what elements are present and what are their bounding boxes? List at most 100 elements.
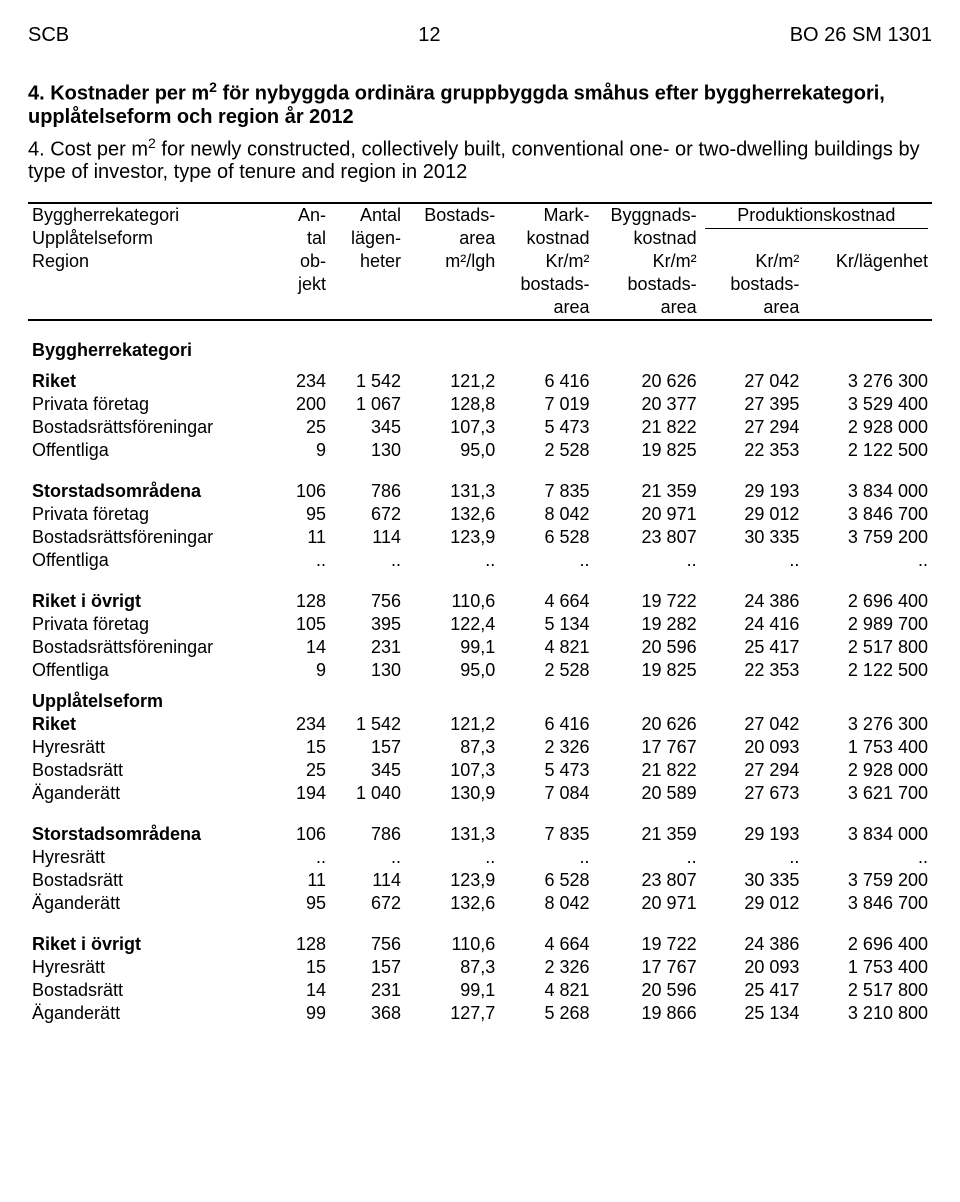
table-cell: 132,6 xyxy=(405,503,499,526)
table-cell: 1 542 xyxy=(330,713,405,736)
hdr2-c1: tal xyxy=(268,227,330,250)
table-cell: 4 664 xyxy=(499,933,593,956)
table-cell: 110,6 xyxy=(405,590,499,613)
table-row-label: Äganderätt xyxy=(28,782,268,805)
table-cell: 19 866 xyxy=(594,1002,701,1025)
table-cell: 106 xyxy=(268,480,330,503)
table-cell: .. xyxy=(268,846,330,869)
table-cell: 27 042 xyxy=(701,370,804,393)
table-cell: 11 xyxy=(268,526,330,549)
table-cell: 157 xyxy=(330,736,405,759)
table-cell: 7 835 xyxy=(499,823,593,846)
group-header: Storstadsområdena xyxy=(28,823,268,846)
table-cell: .. xyxy=(499,846,593,869)
table-cell: 99,1 xyxy=(405,979,499,1002)
table-cell: 6 528 xyxy=(499,526,593,549)
table-cell: 2 517 800 xyxy=(803,979,932,1002)
table-cell: 2 989 700 xyxy=(803,613,932,636)
table-cell: 20 971 xyxy=(594,503,701,526)
table-cell: 29 193 xyxy=(701,480,804,503)
table-row-label: Privata företag xyxy=(28,613,268,636)
table-cell: 14 xyxy=(268,636,330,659)
table-cell: .. xyxy=(594,549,701,572)
hdr3-c5: Kr/m² xyxy=(594,250,701,273)
table-cell: 15 xyxy=(268,956,330,979)
hdr4-c6: bostads- xyxy=(701,273,804,296)
table-cell: 4 664 xyxy=(499,590,593,613)
table-cell: 3 759 200 xyxy=(803,526,932,549)
table-cell: 130 xyxy=(330,439,405,462)
table-cell: 2 528 xyxy=(499,659,593,682)
table-cell: 114 xyxy=(330,526,405,549)
table-cell: 20 596 xyxy=(594,979,701,1002)
table-cell: 345 xyxy=(330,416,405,439)
table-cell: .. xyxy=(701,549,804,572)
table-cell: .. xyxy=(499,549,593,572)
hdr3-c7: Kr/lägenhet xyxy=(803,250,932,273)
table-cell: 231 xyxy=(330,979,405,1002)
table-cell: 22 353 xyxy=(701,659,804,682)
table-cell: 1 040 xyxy=(330,782,405,805)
table-cell: 11 xyxy=(268,869,330,892)
table-cell: 30 335 xyxy=(701,869,804,892)
table-cell: 2 517 800 xyxy=(803,636,932,659)
table-cell: 132,6 xyxy=(405,892,499,915)
data-table: Byggherrekategori An- Antal Bostads- Mar… xyxy=(28,202,932,1025)
table-cell: 5 268 xyxy=(499,1002,593,1025)
table-row-label: Offentliga xyxy=(28,659,268,682)
hdr5-c4: area xyxy=(499,296,593,320)
table-cell: 25 417 xyxy=(701,636,804,659)
hdr3-c0: Region xyxy=(28,250,268,273)
table-cell: 7 084 xyxy=(499,782,593,805)
table-cell: 15 xyxy=(268,736,330,759)
table-cell: 7 835 xyxy=(499,480,593,503)
table-cell: 3 210 800 xyxy=(803,1002,932,1025)
hdr-c0: Byggherrekategori xyxy=(28,203,268,227)
table-cell: 27 042 xyxy=(701,713,804,736)
table-cell: 99,1 xyxy=(405,636,499,659)
table-cell: 128 xyxy=(268,590,330,613)
table-cell: 3 846 700 xyxy=(803,503,932,526)
running-header: SCB 12 BO 26 SM 1301 xyxy=(28,24,932,47)
table-row-label: Bostadsrätt xyxy=(28,979,268,1002)
table-cell: 22 353 xyxy=(701,439,804,462)
table-cell: 786 xyxy=(330,480,405,503)
table-cell: 4 821 xyxy=(499,636,593,659)
table-cell: 5 473 xyxy=(499,416,593,439)
section-upplatelse: Upplåtelseform xyxy=(28,690,932,713)
table-row-label: Äganderätt xyxy=(28,892,268,915)
hdr5-c5: area xyxy=(594,296,701,320)
table-cell: 14 xyxy=(268,979,330,1002)
hdr2-c4: kostnad xyxy=(499,227,593,250)
group-header: Riket xyxy=(28,370,268,393)
hdr3-c1: ob- xyxy=(268,250,330,273)
table-cell: 2 326 xyxy=(499,956,593,979)
table-cell: 234 xyxy=(268,713,330,736)
hdr3-c4: Kr/m² xyxy=(499,250,593,273)
table-cell: 30 335 xyxy=(701,526,804,549)
table-cell: 2 122 500 xyxy=(803,439,932,462)
hdr4-c1: jekt xyxy=(268,273,330,296)
table-cell: 29 012 xyxy=(701,892,804,915)
hdr3-c6: Kr/m² xyxy=(701,250,804,273)
table-cell: 9 xyxy=(268,659,330,682)
group-header: Riket xyxy=(28,713,268,736)
table-cell: 114 xyxy=(330,869,405,892)
table-row-label: Bostadsrätt xyxy=(28,759,268,782)
table-cell: 672 xyxy=(330,892,405,915)
table-cell: 27 673 xyxy=(701,782,804,805)
table-cell: 19 282 xyxy=(594,613,701,636)
hdr4-c5: bostads- xyxy=(594,273,701,296)
table-cell: 123,9 xyxy=(405,526,499,549)
table-cell: 8 042 xyxy=(499,892,593,915)
table-row-label: Äganderätt xyxy=(28,1002,268,1025)
table-cell: 234 xyxy=(268,370,330,393)
table-cell: 4 821 xyxy=(499,979,593,1002)
table-cell: 121,2 xyxy=(405,713,499,736)
hdr2-c2: lägen- xyxy=(330,227,405,250)
table-cell: 1 753 400 xyxy=(803,956,932,979)
hdr-c1: An- xyxy=(268,203,330,227)
table-cell: 107,3 xyxy=(405,416,499,439)
table-cell: 95 xyxy=(268,892,330,915)
header-right: BO 26 SM 1301 xyxy=(790,24,932,47)
